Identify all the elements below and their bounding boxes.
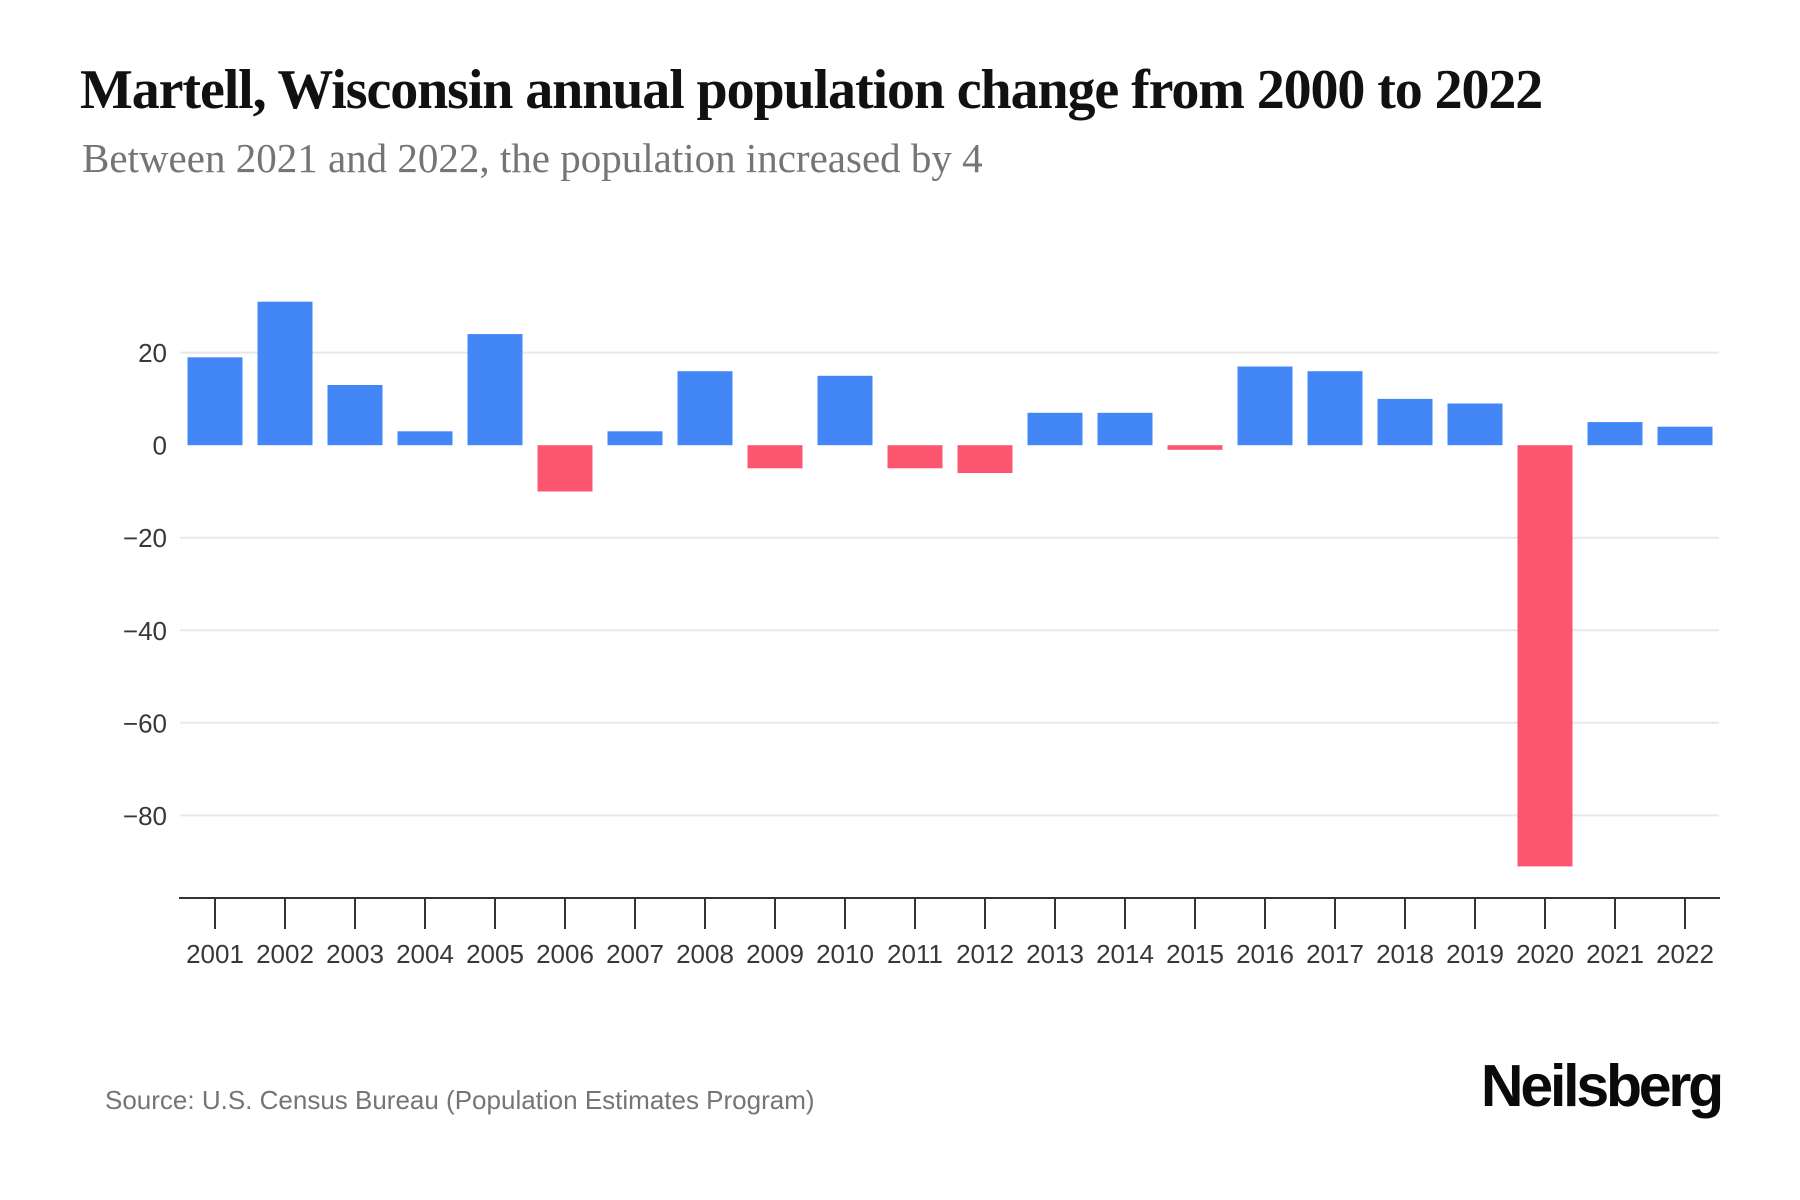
svg-text:2012: 2012 [956,939,1014,969]
svg-text:2019: 2019 [1446,939,1504,969]
svg-text:2006: 2006 [536,939,594,969]
svg-text:20: 20 [138,338,167,368]
svg-text:−60: −60 [123,708,167,738]
svg-text:2018: 2018 [1376,939,1434,969]
svg-text:2009: 2009 [746,939,804,969]
svg-text:2013: 2013 [1026,939,1084,969]
svg-text:2020: 2020 [1516,939,1574,969]
svg-text:2022: 2022 [1656,939,1714,969]
svg-text:2002: 2002 [256,939,314,969]
svg-text:0: 0 [153,431,167,461]
svg-text:2001: 2001 [186,939,244,969]
svg-text:2010: 2010 [816,939,874,969]
svg-text:−80: −80 [123,801,167,831]
svg-text:2016: 2016 [1236,939,1294,969]
svg-text:2004: 2004 [396,939,454,969]
svg-text:−20: −20 [123,523,167,553]
svg-text:2003: 2003 [326,939,384,969]
svg-text:2007: 2007 [606,939,664,969]
svg-text:2021: 2021 [1586,939,1644,969]
svg-text:−40: −40 [123,616,167,646]
svg-text:2005: 2005 [466,939,524,969]
svg-text:2015: 2015 [1166,939,1224,969]
svg-text:2017: 2017 [1306,939,1364,969]
svg-text:2008: 2008 [676,939,734,969]
svg-text:2014: 2014 [1096,939,1154,969]
svg-text:2011: 2011 [887,939,943,969]
